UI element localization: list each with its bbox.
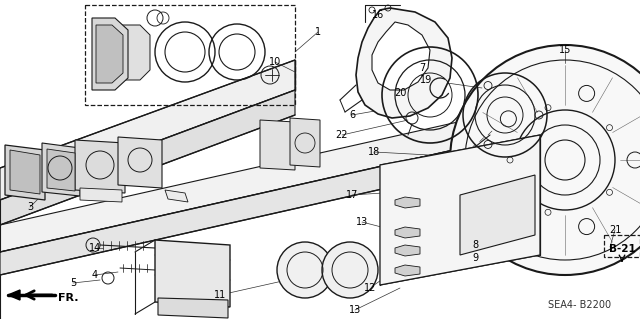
Polygon shape	[80, 188, 122, 202]
Text: 9: 9	[472, 253, 478, 263]
Polygon shape	[380, 135, 540, 285]
Polygon shape	[0, 135, 520, 275]
Polygon shape	[356, 8, 452, 118]
Text: 5: 5	[70, 278, 76, 288]
Polygon shape	[395, 265, 420, 276]
Polygon shape	[0, 108, 520, 252]
Text: 11: 11	[214, 290, 226, 300]
Text: 21: 21	[609, 225, 621, 235]
Polygon shape	[47, 149, 75, 191]
Text: 13: 13	[356, 217, 368, 227]
Circle shape	[277, 242, 333, 298]
Text: 10: 10	[269, 57, 281, 67]
Text: 15: 15	[559, 45, 571, 55]
Polygon shape	[10, 150, 40, 194]
Polygon shape	[75, 140, 125, 193]
Polygon shape	[5, 145, 45, 200]
Bar	[85, 5, 295, 105]
Polygon shape	[8, 290, 20, 300]
Text: 20: 20	[394, 88, 406, 98]
Text: FR.: FR.	[58, 293, 79, 303]
Polygon shape	[96, 25, 123, 83]
Polygon shape	[260, 120, 295, 170]
Text: 13: 13	[349, 305, 361, 315]
Text: 19: 19	[420, 75, 432, 85]
Text: 6: 6	[349, 110, 355, 120]
Polygon shape	[460, 175, 535, 255]
Polygon shape	[92, 18, 128, 90]
Polygon shape	[155, 240, 230, 307]
Polygon shape	[118, 137, 162, 188]
Circle shape	[450, 45, 640, 275]
Text: 7: 7	[419, 63, 425, 73]
Polygon shape	[0, 60, 295, 200]
Circle shape	[322, 242, 378, 298]
Text: 4: 4	[92, 270, 98, 280]
Polygon shape	[372, 22, 430, 90]
Text: SEA4- B2200: SEA4- B2200	[548, 300, 611, 310]
Polygon shape	[118, 25, 150, 80]
Text: 8: 8	[472, 240, 478, 250]
Text: 12: 12	[364, 283, 376, 293]
Text: B-21: B-21	[609, 244, 636, 254]
Polygon shape	[165, 190, 188, 202]
Text: 22: 22	[336, 130, 348, 140]
Polygon shape	[290, 118, 320, 167]
Text: 1: 1	[315, 27, 321, 37]
Text: 18: 18	[368, 147, 380, 157]
Text: 14: 14	[89, 243, 101, 253]
Text: 17: 17	[346, 190, 358, 200]
Polygon shape	[158, 298, 228, 318]
Polygon shape	[395, 227, 420, 238]
Bar	[604, 235, 640, 257]
Text: 16: 16	[372, 10, 384, 20]
Polygon shape	[42, 143, 80, 196]
Polygon shape	[395, 197, 420, 208]
Polygon shape	[395, 245, 420, 256]
Text: 3: 3	[27, 202, 33, 212]
Polygon shape	[0, 90, 295, 225]
